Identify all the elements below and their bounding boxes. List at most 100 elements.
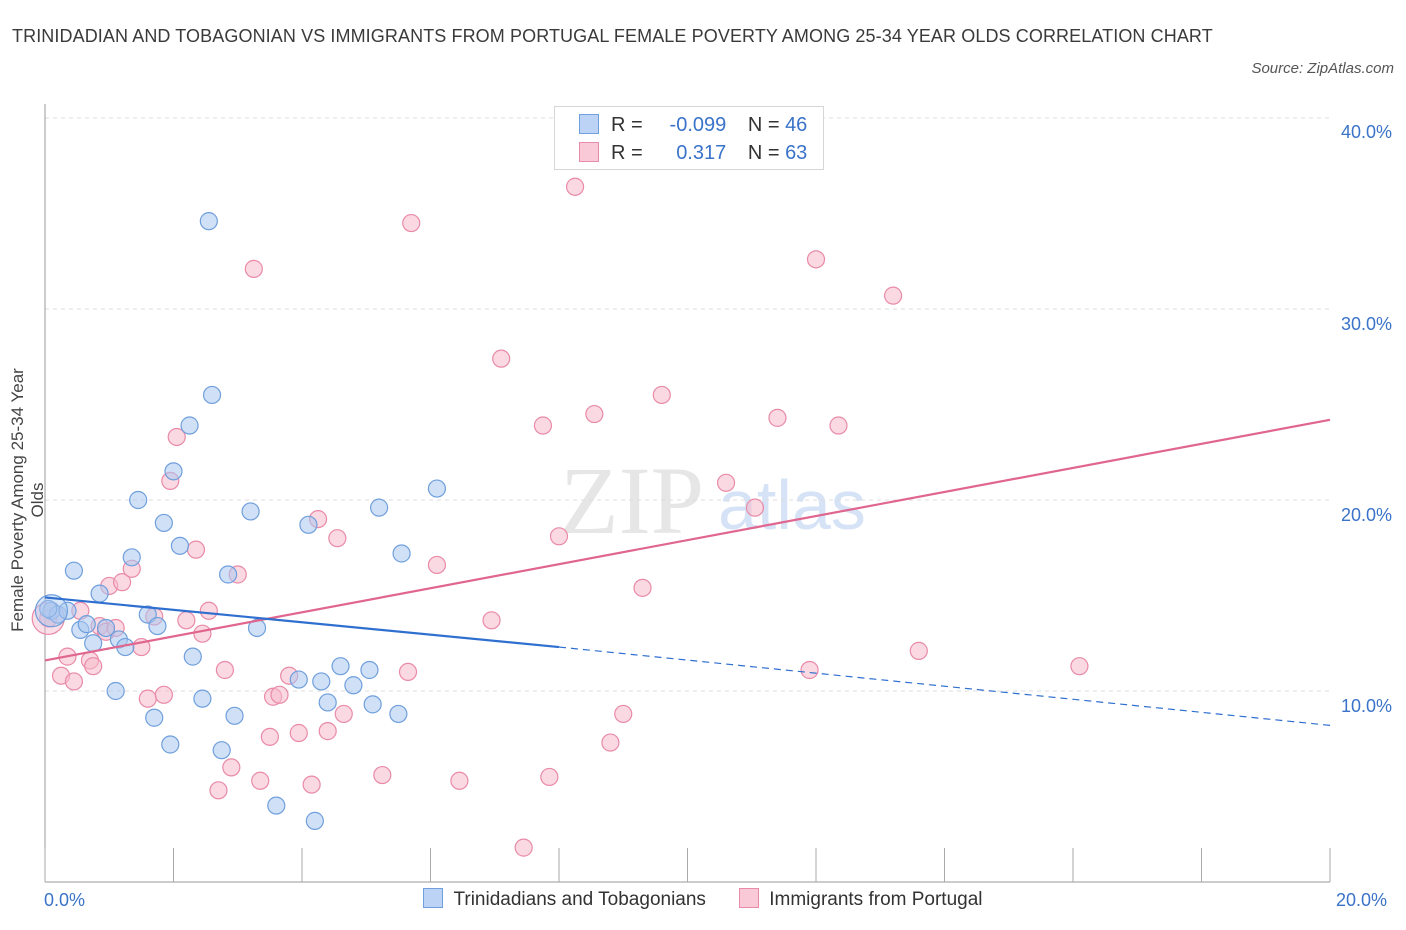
trinidad-point bbox=[183, 647, 202, 666]
n-label: N = bbox=[747, 114, 780, 136]
portugal-point bbox=[427, 555, 447, 575]
portugal-point bbox=[84, 657, 103, 676]
portugal-point bbox=[260, 727, 279, 746]
trinidad-point bbox=[34, 594, 69, 628]
n-value: 63 bbox=[785, 142, 808, 164]
portugal-point bbox=[222, 758, 241, 777]
portugal-point bbox=[601, 733, 620, 752]
trinidad-point bbox=[202, 385, 222, 405]
legend-swatch-pink bbox=[739, 888, 760, 908]
y-tick-label: 40.0% bbox=[1340, 122, 1392, 142]
trinidad-point bbox=[389, 704, 408, 724]
portugal-point bbox=[270, 685, 289, 704]
trinidad-point bbox=[96, 618, 116, 638]
portugal-point bbox=[533, 416, 553, 435]
portugal-point bbox=[177, 611, 196, 630]
legend-label: Immigrants from Portugal bbox=[769, 889, 983, 910]
axes bbox=[44, 104, 1331, 883]
r-label: R = bbox=[611, 114, 643, 136]
portugal-point bbox=[64, 672, 84, 691]
trinidad-point bbox=[360, 660, 379, 680]
trinidad-point bbox=[219, 565, 238, 584]
portugal-point bbox=[251, 771, 270, 790]
trinidad-point bbox=[212, 741, 231, 760]
legend-swatch-pink bbox=[579, 142, 599, 162]
y-tick-label: 30.0% bbox=[1340, 314, 1392, 334]
portugal-point bbox=[800, 660, 819, 680]
portugal-point bbox=[328, 529, 347, 548]
portugal-point bbox=[585, 404, 604, 424]
trinidad-point bbox=[247, 618, 267, 638]
portugal-point bbox=[745, 498, 765, 517]
correlation-legend: R = -0.099 N = 46 R = 0.317 N = 63 bbox=[554, 106, 824, 170]
portugal-point bbox=[806, 250, 826, 269]
trinidad-point bbox=[39, 599, 58, 618]
legend-label: Trinidadians and Tobagonians bbox=[453, 889, 706, 910]
portugal-point bbox=[768, 408, 787, 427]
x-tick-label: 20.0% bbox=[1336, 890, 1388, 910]
legend-row-portugal: R = 0.317 N = 63 bbox=[579, 140, 807, 166]
watermark-atlas: atlas bbox=[718, 466, 866, 544]
trinidad-point bbox=[299, 515, 318, 534]
trinidad-point bbox=[148, 616, 167, 636]
trinidad-point bbox=[180, 416, 199, 435]
portugal-point bbox=[373, 765, 392, 785]
portugal-point bbox=[450, 771, 469, 790]
grid bbox=[45, 117, 1330, 692]
trinidad-point bbox=[392, 544, 411, 563]
trinidad-point bbox=[267, 796, 286, 815]
portugal-point bbox=[829, 416, 848, 435]
portugal-point bbox=[492, 349, 511, 368]
portugal-point bbox=[614, 704, 633, 724]
y-tick-label: 10.0% bbox=[1340, 696, 1392, 716]
portugal-point bbox=[138, 689, 157, 708]
trinidad-point bbox=[331, 657, 350, 676]
r-label: R = bbox=[611, 142, 643, 164]
portugal-point bbox=[883, 286, 903, 305]
r-value: 0.317 bbox=[676, 142, 727, 164]
portugal-point bbox=[209, 781, 228, 800]
trinidad-point bbox=[164, 462, 183, 481]
x-tick-label: 0.0% bbox=[44, 890, 86, 910]
portugal-point bbox=[716, 473, 736, 492]
trinidad-point bbox=[370, 498, 389, 517]
portugal-point bbox=[633, 578, 652, 597]
chart-title: TRINIDADIAN AND TOBAGONIAN VS IMMIGRANTS… bbox=[12, 26, 1213, 46]
trinidad-point bbox=[199, 212, 218, 231]
trinidad-point bbox=[122, 548, 141, 567]
trinidad-point bbox=[312, 672, 331, 691]
n-value: 46 bbox=[785, 114, 808, 136]
trend-lines bbox=[44, 418, 1331, 726]
trinidad-point bbox=[344, 676, 363, 695]
trinidad-point bbox=[106, 681, 125, 701]
trinidad-point bbox=[225, 706, 244, 725]
trinidad-point bbox=[77, 615, 96, 634]
portugal-point bbox=[318, 722, 337, 741]
source-label: Source: ZipAtlas.com bbox=[1251, 60, 1394, 77]
portugal-point bbox=[402, 213, 421, 233]
portugal-point bbox=[193, 624, 212, 643]
trinidad-point bbox=[64, 561, 84, 580]
portugal-point bbox=[652, 385, 671, 405]
portugal-point bbox=[302, 775, 321, 794]
portugal-point bbox=[244, 259, 263, 278]
portugal-point bbox=[112, 573, 132, 592]
trinidad-point bbox=[154, 513, 173, 533]
portugal-point bbox=[334, 704, 353, 724]
portugal-point bbox=[1070, 657, 1089, 676]
portugal-point bbox=[186, 540, 206, 559]
legend-swatch-blue bbox=[423, 888, 444, 908]
trinidad-trend-extension bbox=[558, 646, 1331, 726]
portugal-point bbox=[565, 177, 585, 196]
portugal-point bbox=[540, 767, 559, 787]
trinidad-point bbox=[305, 811, 324, 830]
r-value: -0.099 bbox=[669, 114, 727, 136]
portugal-point bbox=[909, 641, 928, 660]
trinidad-point bbox=[241, 502, 260, 521]
trinidad-point bbox=[363, 695, 382, 714]
series-legend: Trinidadians and Tobagonians Immigrants … bbox=[0, 888, 1406, 911]
trinidad-trend-line bbox=[44, 596, 560, 649]
legend-swatch-blue bbox=[579, 114, 599, 134]
portugal-point bbox=[167, 427, 186, 447]
